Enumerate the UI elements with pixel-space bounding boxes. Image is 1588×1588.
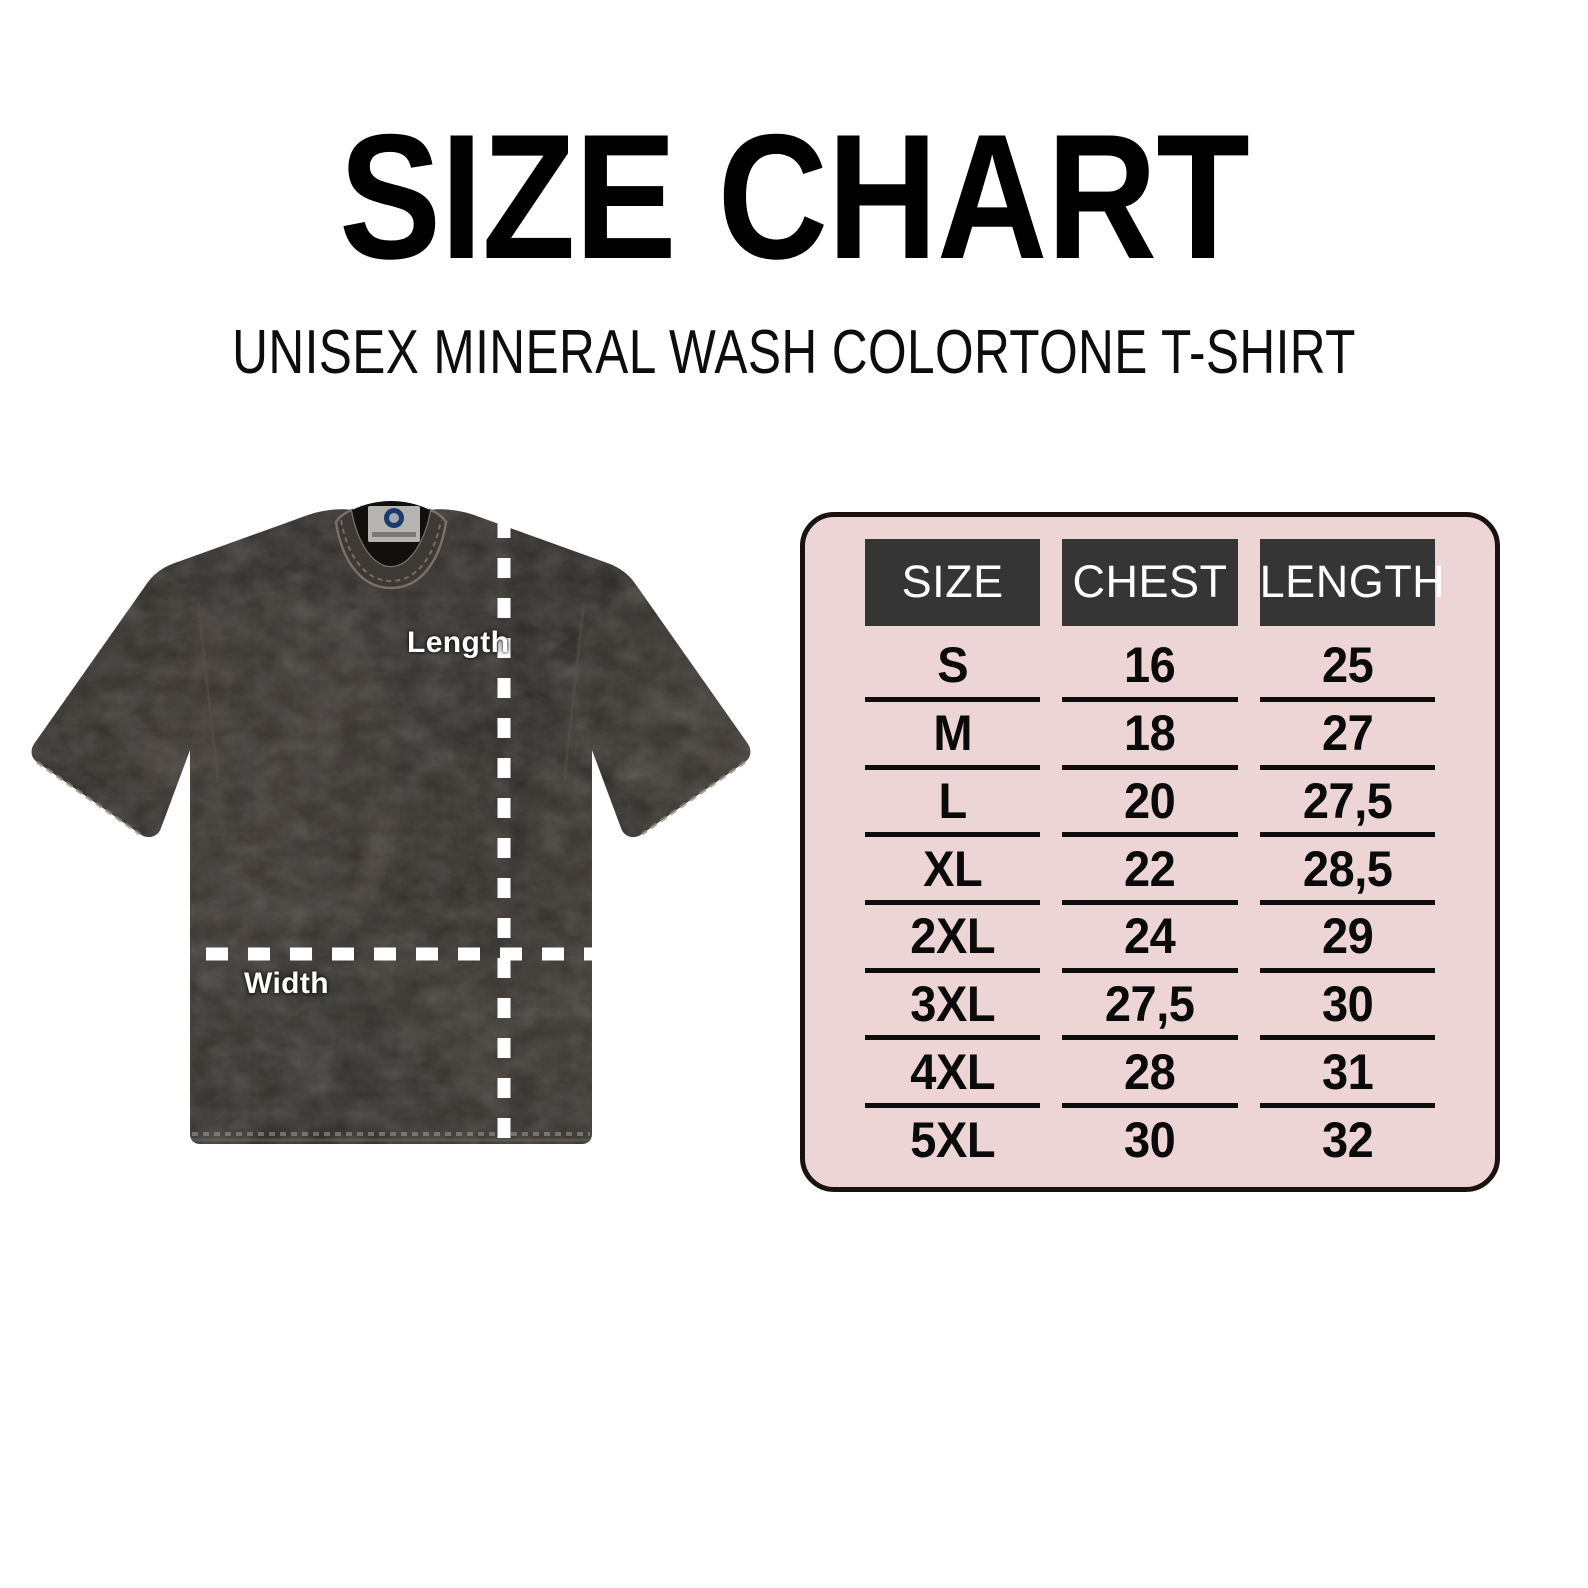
width-measure-label: Width (244, 967, 330, 1000)
table-row: S 16 25 (865, 626, 1435, 697)
cell-size: XL (865, 832, 1041, 900)
size-table-body: S 16 25 M 18 27 L 20 27,5 XL 22 28,5 2XL (865, 626, 1435, 1171)
cell-text: S (937, 637, 969, 694)
size-table-head: SIZE CHEST LENGTH (865, 539, 1445, 626)
cell-length: 31 (1259, 1035, 1435, 1103)
cell-text: 27,5 (1105, 976, 1195, 1033)
brand-tag-icon (368, 506, 420, 542)
cell-text: 30 (1124, 1111, 1176, 1168)
cell-text: 3XL (910, 976, 996, 1033)
cell-chest: 27,5 (1062, 967, 1238, 1036)
cell-size: 3XL (865, 967, 1041, 1036)
cell-text: 20 (1124, 772, 1176, 829)
column-header-chest: CHEST (1062, 539, 1238, 626)
cell-text: 5XL (910, 1111, 996, 1168)
cell-text: 24 (1124, 908, 1176, 965)
table-row: L 20 27,5 (865, 764, 1435, 833)
cell-text: 27 (1321, 705, 1374, 762)
cell-text: 4XL (910, 1043, 996, 1100)
cell-text: 16 (1124, 637, 1176, 694)
table-row: 2XL 24 29 (865, 900, 1435, 968)
cell-size: M (865, 696, 1041, 765)
table-row: M 18 27 (865, 696, 1435, 765)
tshirt-icon (31, 501, 751, 1145)
cell-text: 32 (1321, 1111, 1374, 1168)
cell-length: 27 (1259, 696, 1435, 765)
table-row: 3XL 27,5 30 (865, 967, 1435, 1036)
tshirt-illustration: Length Width (22, 482, 762, 1182)
cell-size: 2XL (865, 900, 1041, 968)
cell-size: 4XL (865, 1035, 1041, 1103)
page-subtitle: UNISEX MINERAL WASH COLORTONE T-SHIRT (232, 318, 1356, 387)
length-measure-label: Length (407, 626, 510, 659)
table-row: 5XL 30 32 (865, 1103, 1435, 1171)
cell-chest: 20 (1062, 764, 1238, 833)
cell-chest: 22 (1062, 832, 1238, 900)
size-table: SIZE CHEST LENGTH S 16 25 M 18 27 L 20 2… (843, 539, 1457, 1171)
cell-length: 29 (1259, 900, 1435, 968)
cell-text: XL (923, 840, 983, 897)
size-table-header-row: SIZE CHEST LENGTH (865, 539, 1445, 626)
cell-chest: 28 (1062, 1035, 1238, 1103)
table-row: XL 22 28,5 (865, 832, 1435, 900)
column-header-size: SIZE (865, 539, 1041, 626)
cell-length: 27,5 (1259, 764, 1435, 833)
cell-text: 30 (1321, 976, 1374, 1033)
column-header-length: LENGTH (1259, 539, 1445, 626)
cell-text: 22 (1124, 840, 1176, 897)
cell-size: L (865, 764, 1041, 833)
cell-chest: 16 (1062, 626, 1237, 697)
cell-text: 18 (1124, 705, 1176, 762)
cell-length: 28,5 (1259, 832, 1435, 900)
cell-text: 29 (1321, 908, 1374, 965)
cell-text: L (938, 772, 968, 829)
size-table-panel: SIZE CHEST LENGTH S 16 25 M 18 27 L 20 2… (800, 512, 1500, 1192)
cell-text: 31 (1321, 1043, 1374, 1100)
cell-chest: 30 (1062, 1103, 1238, 1171)
table-row: 4XL 28 31 (865, 1035, 1435, 1103)
cell-text: 25 (1321, 637, 1374, 694)
cell-size: S (865, 626, 1040, 697)
page-title: SIZE CHART (339, 97, 1250, 296)
cell-chest: 24 (1062, 900, 1238, 968)
cell-length: 25 (1260, 626, 1435, 697)
cell-length: 30 (1259, 967, 1435, 1036)
cell-text: M (933, 705, 973, 762)
cell-text: 27,5 (1302, 772, 1393, 829)
cell-size: 5XL (865, 1103, 1041, 1171)
cell-length: 32 (1259, 1103, 1435, 1171)
cell-text: 28,5 (1302, 840, 1393, 897)
cell-text: 2XL (910, 908, 996, 965)
cell-text: 28 (1124, 1043, 1176, 1100)
cell-chest: 18 (1062, 696, 1238, 765)
